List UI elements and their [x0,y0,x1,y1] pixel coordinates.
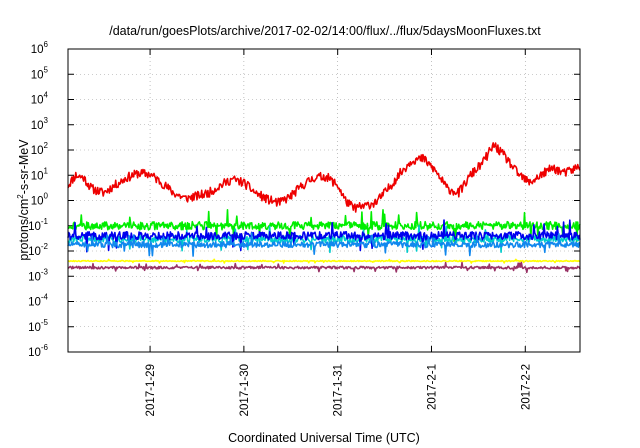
y-tick-base: 10 [31,170,44,182]
x-tick-label: 2017-2-2 [520,364,532,410]
series-line-6 [67,258,581,264]
y-tick-label: 102 [31,141,49,157]
series-line-7 [67,261,581,274]
y-tick-label: 100 [31,192,49,208]
series-group [67,142,581,274]
y-tick-exponent: 0 [44,192,49,201]
y-tick-label: 105 [31,65,49,81]
y-tick-base: 10 [28,322,41,334]
y-tick-label: 104 [31,91,49,107]
y-tick-label: 10-3 [28,267,48,283]
x-tick-label: 2017-2-1 [426,364,438,410]
y-tick-label: 10-5 [28,318,48,334]
tick-marks [68,48,580,353]
series-line-1 [67,142,581,213]
series-line-4 [67,219,581,253]
y-tick-exponent: 1 [44,166,49,175]
y-axis-ticks: 10-610-510-410-310-210-11001011021031041… [28,40,48,359]
y-tick-exponent: 5 [44,65,49,74]
y-tick-label: 10-2 [28,242,48,258]
y-tick-exponent: -5 [41,318,49,327]
y-tick-label: 10-1 [28,217,48,233]
y-tick-base: 10 [28,297,41,309]
y-tick-label: 10-6 [28,343,48,359]
plot-area-border [67,48,581,353]
x-tick-label: 2017-1-29 [145,364,157,416]
series-line-2 [67,209,581,243]
y-tick-base: 10 [31,196,44,208]
y-axis-label: protons/cm2-s-sr-MeV [16,139,31,261]
y-tick-label: 103 [31,116,49,132]
x-axis-ticks: 2017-1-29 2017-1-30 2017-1-31 2017-2-1 2017-… [145,364,532,416]
grid-lines [68,49,580,352]
y-tick-base: 10 [31,95,44,107]
y-tick-base: 10 [28,221,41,233]
y-tick-label: 101 [31,166,49,182]
y-tick-exponent: 6 [44,40,49,49]
y-tick-base: 10 [31,120,44,132]
y-tick-exponent: 3 [44,116,49,125]
y-tick-label: 106 [31,40,49,56]
y-tick-base: 10 [28,271,41,283]
y-axis-label-rest: -s-sr-MeV [17,139,31,195]
y-tick-base: 10 [31,69,44,81]
x-tick-label: 2017-1-30 [239,364,251,416]
y-axis-label-sup: 2 [16,194,25,199]
chart-title: /data/run/goesPlots/archive/2017-02-02/1… [109,24,541,38]
y-tick-exponent: -1 [41,217,49,226]
y-tick-exponent: -2 [41,242,49,251]
y-tick-base: 10 [28,347,41,359]
y-axis-label-main: protons/cm [17,199,31,261]
y-tick-exponent: -3 [41,267,49,276]
y-tick-base: 10 [28,246,41,258]
y-tick-exponent: -4 [41,293,49,302]
series-line-5 [67,232,581,257]
y-tick-exponent: 4 [44,91,49,100]
y-tick-exponent: 2 [44,141,49,150]
y-tick-exponent: -6 [41,343,49,352]
y-tick-base: 10 [31,145,44,157]
y-tick-base: 10 [31,44,44,56]
x-axis-label: Coordinated Universal Time (UTC) [228,431,420,445]
y-tick-label: 10-4 [28,293,48,309]
x-tick-label: 2017-1-31 [333,364,345,416]
